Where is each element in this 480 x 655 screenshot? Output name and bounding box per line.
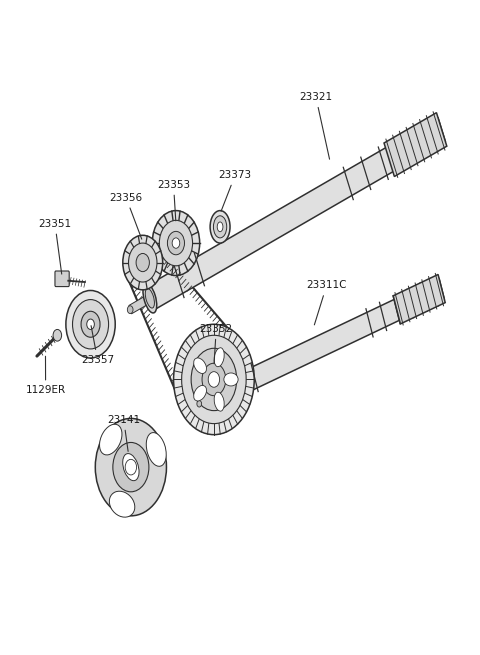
Circle shape	[168, 231, 184, 255]
Polygon shape	[384, 113, 447, 176]
Text: 1129ER: 1129ER	[25, 356, 66, 396]
Circle shape	[129, 243, 157, 282]
Circle shape	[202, 364, 226, 396]
Polygon shape	[146, 117, 445, 310]
Text: 23351: 23351	[38, 219, 72, 274]
Circle shape	[66, 290, 115, 358]
Text: 23311C: 23311C	[306, 280, 347, 325]
Ellipse shape	[99, 424, 122, 455]
Circle shape	[174, 324, 254, 435]
Circle shape	[136, 253, 149, 272]
Text: 23357: 23357	[81, 326, 114, 365]
Ellipse shape	[214, 348, 224, 367]
Circle shape	[96, 419, 167, 516]
Text: 23353: 23353	[157, 179, 190, 221]
Polygon shape	[198, 392, 217, 407]
Ellipse shape	[211, 383, 222, 408]
Ellipse shape	[210, 211, 230, 243]
Ellipse shape	[224, 373, 238, 386]
Ellipse shape	[214, 392, 224, 411]
Text: 23141: 23141	[107, 415, 140, 451]
Ellipse shape	[109, 491, 135, 517]
Polygon shape	[129, 294, 151, 314]
Circle shape	[53, 329, 61, 341]
Text: 23356: 23356	[109, 193, 143, 239]
Ellipse shape	[213, 387, 220, 404]
Circle shape	[72, 299, 108, 349]
Circle shape	[172, 238, 180, 248]
Circle shape	[197, 401, 202, 407]
Circle shape	[191, 348, 237, 411]
Circle shape	[113, 442, 149, 492]
Text: 23321: 23321	[300, 92, 333, 159]
Ellipse shape	[194, 358, 206, 373]
Ellipse shape	[217, 222, 223, 232]
Circle shape	[208, 371, 219, 387]
Circle shape	[159, 220, 192, 266]
Circle shape	[87, 319, 95, 329]
FancyBboxPatch shape	[55, 271, 69, 287]
Polygon shape	[393, 274, 445, 324]
Circle shape	[81, 311, 100, 337]
Circle shape	[127, 306, 133, 314]
Circle shape	[123, 235, 163, 290]
Ellipse shape	[145, 288, 155, 308]
Text: 23352: 23352	[200, 324, 233, 364]
Ellipse shape	[123, 453, 139, 481]
Ellipse shape	[143, 284, 157, 313]
Circle shape	[152, 211, 200, 276]
Ellipse shape	[146, 432, 166, 466]
Circle shape	[181, 335, 246, 424]
Polygon shape	[214, 278, 444, 406]
Ellipse shape	[194, 385, 206, 401]
Circle shape	[125, 459, 137, 475]
Ellipse shape	[214, 215, 227, 238]
Text: 23373: 23373	[219, 170, 252, 212]
